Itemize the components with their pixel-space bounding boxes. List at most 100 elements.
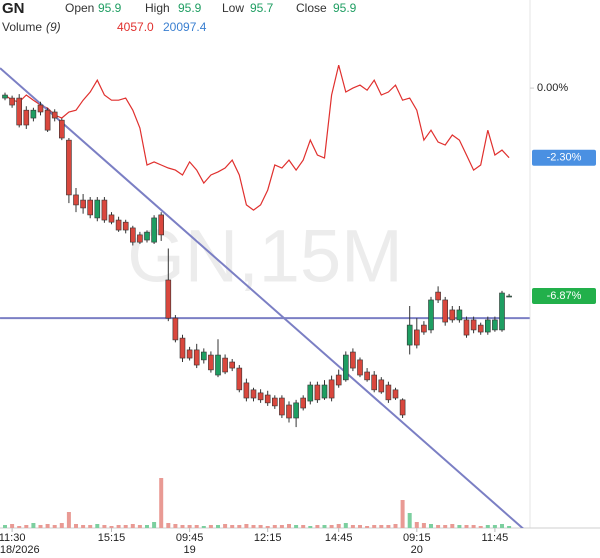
candle-body (399, 399, 406, 416)
x-tick-label: 09:45 (176, 532, 204, 544)
volume-bar (400, 500, 405, 528)
ohlc-label: High (145, 1, 170, 15)
volume-bar (95, 524, 100, 528)
volume-bar (52, 525, 57, 528)
ticker: GN (2, 0, 25, 17)
volume-bar (208, 525, 213, 528)
candle-body (314, 384, 321, 401)
volume-bar (173, 524, 178, 528)
volume-bar (436, 525, 441, 528)
volume-bar (294, 525, 299, 528)
x-date-label: 19 (183, 544, 195, 556)
candle-body (413, 329, 420, 346)
volume-bar (145, 525, 149, 528)
candle-body (66, 139, 72, 196)
volume-bar (457, 525, 462, 528)
candle-body (428, 299, 434, 331)
volume-bar (74, 524, 78, 528)
candle-body (364, 371, 370, 381)
x-date-label: 03/18/2026 (0, 544, 40, 556)
volume-bar (223, 524, 228, 528)
candle-body (257, 392, 264, 401)
candle-body (499, 292, 505, 331)
ohlc-value: 95.9 (333, 1, 357, 15)
candle-body (87, 199, 93, 216)
candle-body (350, 351, 356, 369)
volume-bar (287, 524, 291, 528)
candle-body (165, 279, 172, 319)
candle-body (243, 382, 250, 399)
volume-bar (59, 523, 64, 528)
volume-bar (88, 525, 93, 528)
volume-bar (45, 524, 50, 528)
candle-body (321, 384, 328, 399)
volume-bar (429, 524, 433, 528)
volume-bar (322, 525, 327, 528)
candle-body (101, 199, 108, 221)
volume-bar (478, 526, 483, 528)
candle-body (172, 317, 179, 341)
volume-bar (372, 525, 377, 528)
candle-body (328, 379, 335, 399)
ohlc-value: 95.9 (178, 1, 202, 15)
x-tick-label: 14:45 (325, 532, 353, 544)
volume-bar (450, 524, 455, 528)
volume-bar (443, 525, 448, 528)
candle-body (236, 367, 243, 391)
volume-bar (343, 523, 348, 528)
candle-body (144, 231, 150, 241)
volume-bar (379, 525, 384, 528)
volume-bar (386, 525, 391, 528)
candle-body (470, 319, 477, 331)
volume-bar (123, 525, 128, 528)
volume-bar (500, 524, 504, 528)
candle-body (201, 351, 207, 361)
candle-body (215, 354, 221, 376)
candle-body (130, 227, 136, 243)
volume-bar (265, 526, 270, 528)
candle-body (286, 404, 292, 419)
candle-body (137, 234, 143, 243)
ohlc-value: 95.9 (98, 1, 122, 15)
candle-body (37, 104, 44, 113)
candle-body (264, 394, 271, 404)
compare-value: 20097.4 (163, 20, 207, 34)
volume-bar (407, 513, 412, 528)
candle-body (279, 397, 285, 416)
candle-body (9, 97, 15, 106)
candle-body (158, 214, 164, 236)
volume-bar (152, 522, 157, 528)
candle-body (186, 349, 193, 359)
candle-body (406, 324, 413, 346)
ohlc-label: Open (65, 1, 94, 15)
candle-body (30, 109, 37, 119)
volume-bar (31, 523, 36, 528)
candle-body (449, 309, 456, 321)
x-tick-label: 11:45 (482, 532, 509, 544)
volume-bar (279, 525, 284, 528)
candle-body (442, 299, 449, 323)
candle-body (378, 379, 385, 393)
candle-body (23, 109, 30, 126)
candle-body (300, 397, 307, 409)
candle-body (463, 319, 470, 336)
candle-body (357, 359, 363, 376)
volume-bar (230, 525, 235, 528)
volume-bar (237, 525, 242, 528)
x-tick-label: 15:15 (98, 532, 126, 544)
volume-bar (187, 525, 192, 528)
candle-body (392, 389, 399, 399)
volume-bar (116, 525, 121, 528)
x-date-label: 20 (411, 544, 423, 556)
x-tick-label: 09:15 (403, 532, 431, 544)
volume-bar (471, 525, 476, 528)
compare-value: 4057.0 (117, 20, 154, 34)
volume-bar (464, 525, 469, 528)
candle-body (371, 374, 378, 391)
ohlc-value: 95.7 (250, 1, 274, 15)
volume-bar (315, 525, 320, 528)
volume-bar (258, 525, 263, 528)
candle-body (222, 357, 228, 373)
candle-body (421, 324, 427, 333)
volume-bar (308, 526, 313, 528)
